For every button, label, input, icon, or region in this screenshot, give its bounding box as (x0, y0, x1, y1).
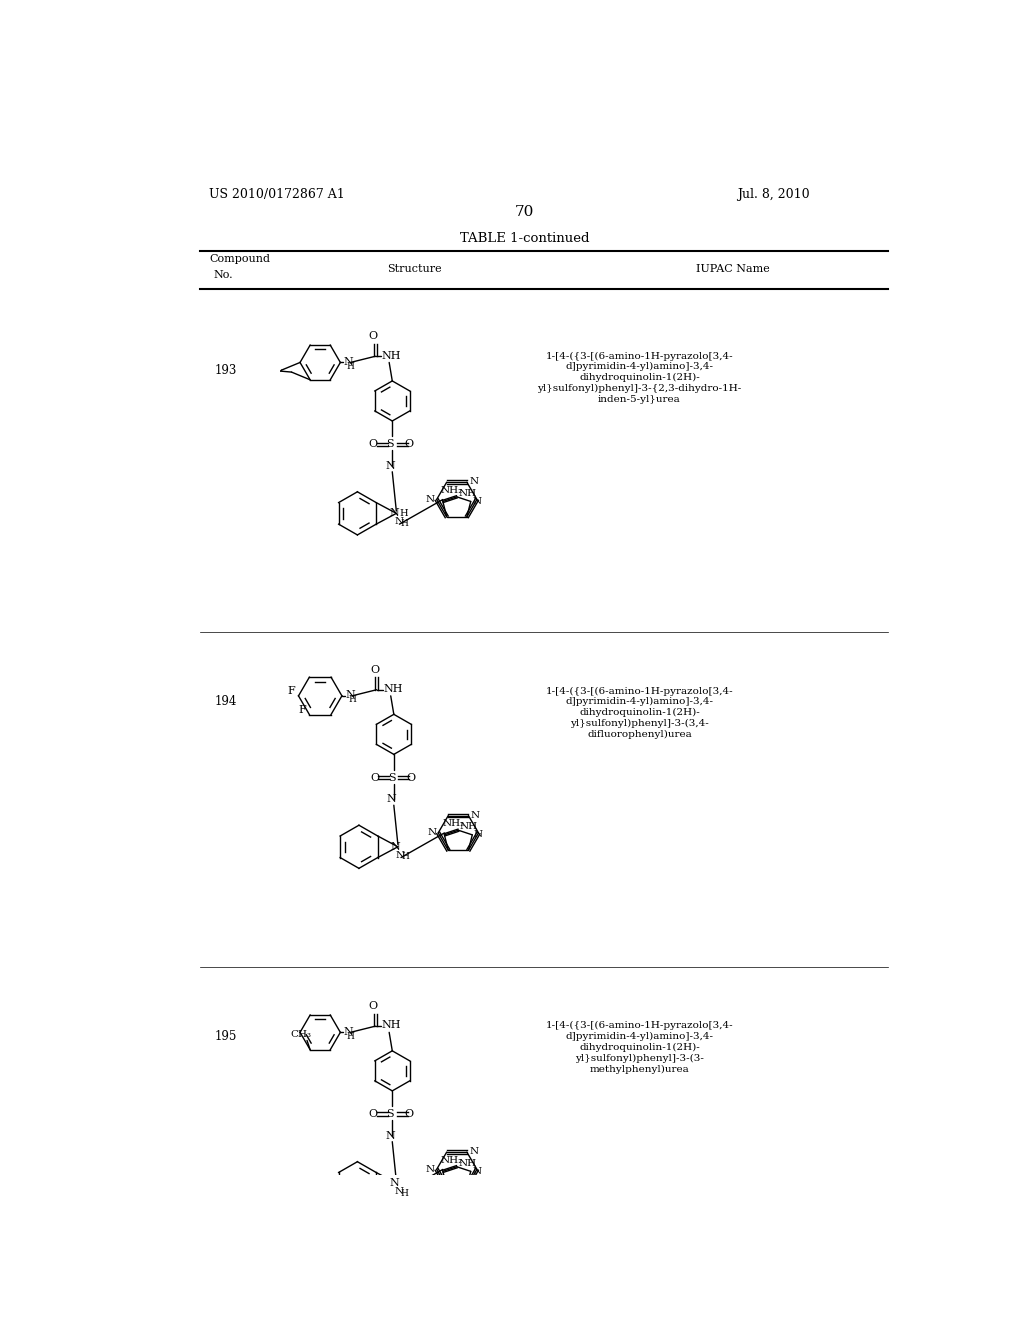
Text: H: H (348, 696, 356, 704)
Text: N: N (472, 1167, 481, 1176)
Text: N: N (394, 517, 403, 527)
Text: 195: 195 (215, 1030, 238, 1043)
Text: H: H (400, 519, 409, 528)
Text: N: N (474, 830, 483, 840)
Text: N: N (469, 1147, 478, 1156)
Text: NH: NH (459, 1159, 476, 1168)
Text: d]pyrimidin-4-yl)amino]-3,4-: d]pyrimidin-4-yl)amino]-3,4- (565, 362, 714, 371)
Text: N: N (426, 1164, 435, 1173)
Text: H: H (401, 853, 410, 861)
Text: TABLE 1-continued: TABLE 1-continued (460, 231, 590, 244)
Text: N: N (472, 496, 481, 506)
Text: N: N (395, 850, 404, 859)
Text: H: H (400, 1188, 409, 1197)
Text: NH₂: NH₂ (440, 486, 463, 495)
Text: H: H (346, 362, 354, 371)
Text: H: H (346, 1031, 354, 1040)
Text: NH: NH (381, 351, 401, 360)
Text: N: N (427, 828, 436, 837)
Text: NH: NH (383, 684, 402, 694)
Text: dihydroquinolin-1(2H)-: dihydroquinolin-1(2H)- (580, 374, 699, 383)
Text: N: N (385, 461, 395, 471)
Text: yl}sulfonyl)phenyl]-3-(3-: yl}sulfonyl)phenyl]-3-(3- (575, 1053, 703, 1063)
Text: N: N (385, 1131, 395, 1140)
Text: Jul. 8, 2010: Jul. 8, 2010 (737, 189, 810, 202)
Text: 1-[4-({3-[(6-amino-1H-pyrazolo[3,4-: 1-[4-({3-[(6-amino-1H-pyrazolo[3,4- (546, 686, 733, 696)
Text: O: O (369, 440, 378, 449)
Text: inden-5-yl}urea: inden-5-yl}urea (598, 395, 681, 404)
Text: dihydroquinolin-1(2H)-: dihydroquinolin-1(2H)- (580, 1043, 699, 1052)
Text: N: N (387, 795, 396, 804)
Text: CH₃: CH₃ (291, 1031, 311, 1039)
Text: Structure: Structure (387, 264, 442, 273)
Text: O: O (407, 772, 416, 783)
Text: US 2010/0172867 A1: US 2010/0172867 A1 (209, 189, 345, 202)
Text: 1-[4-({3-[(6-amino-1H-pyrazolo[3,4-: 1-[4-({3-[(6-amino-1H-pyrazolo[3,4- (546, 351, 733, 360)
Text: N: N (345, 690, 354, 700)
Text: N: N (471, 810, 480, 820)
Text: N: N (343, 356, 353, 367)
Text: 193: 193 (215, 364, 238, 378)
Text: N: N (389, 508, 399, 519)
Text: N: N (469, 478, 478, 487)
Text: N: N (394, 1187, 403, 1196)
Text: Compound: Compound (209, 255, 270, 264)
Text: d]pyrimidin-4-yl)amino]-3,4-: d]pyrimidin-4-yl)amino]-3,4- (565, 1032, 714, 1041)
Text: 1-[4-({3-[(6-amino-1H-pyrazolo[3,4-: 1-[4-({3-[(6-amino-1H-pyrazolo[3,4- (546, 1022, 733, 1031)
Text: methylphenyl)urea: methylphenyl)urea (590, 1064, 689, 1073)
Text: NH₂: NH₂ (440, 1156, 463, 1164)
Text: NH₂: NH₂ (442, 820, 464, 829)
Text: S: S (386, 440, 394, 449)
Text: O: O (369, 1002, 378, 1011)
Text: 70: 70 (515, 205, 535, 219)
Text: N: N (391, 842, 400, 851)
Text: NH: NH (460, 822, 478, 832)
Text: O: O (370, 665, 379, 675)
Text: N: N (389, 1179, 399, 1188)
Text: O: O (369, 331, 378, 342)
Text: O: O (404, 1109, 414, 1119)
Text: O: O (404, 440, 414, 449)
Text: O: O (370, 772, 379, 783)
Text: IUPAC Name: IUPAC Name (695, 264, 769, 273)
Text: S: S (388, 772, 395, 783)
Text: F: F (299, 705, 306, 715)
Text: 194: 194 (215, 696, 238, 708)
Text: S: S (386, 1109, 394, 1119)
Text: NH: NH (459, 488, 476, 498)
Text: H: H (399, 510, 409, 519)
Text: d]pyrimidin-4-yl)amino]-3,4-: d]pyrimidin-4-yl)amino]-3,4- (565, 697, 714, 706)
Text: F: F (288, 686, 295, 697)
Text: difluorophenyl)urea: difluorophenyl)urea (587, 730, 692, 739)
Text: NH: NH (381, 1020, 401, 1031)
Text: N: N (343, 1027, 353, 1036)
Text: yl}sulfonyl)phenyl]-3-(3,4-: yl}sulfonyl)phenyl]-3-(3,4- (570, 719, 709, 727)
Text: O: O (369, 1109, 378, 1119)
Text: N: N (426, 495, 435, 504)
Text: yl}sulfonyl)phenyl]-3-{2,3-dihydro-1H-: yl}sulfonyl)phenyl]-3-{2,3-dihydro-1H- (538, 384, 741, 393)
Text: No.: No. (213, 269, 232, 280)
Text: dihydroquinolin-1(2H)-: dihydroquinolin-1(2H)- (580, 708, 699, 717)
